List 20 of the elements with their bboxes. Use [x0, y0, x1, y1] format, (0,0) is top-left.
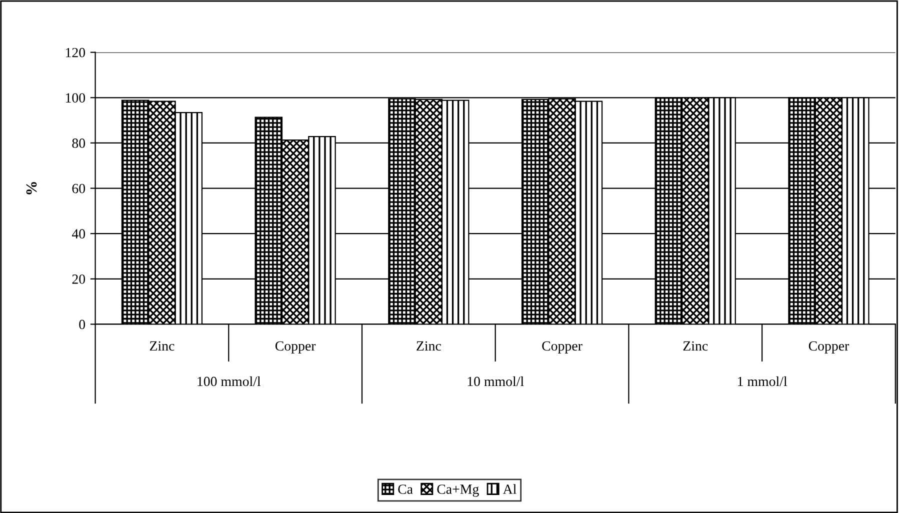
y-tick-label: 0 [79, 320, 86, 330]
x-tick-label: Zinc [150, 341, 174, 351]
y-tick-label: 20 [72, 274, 86, 284]
x-tick-label: Copper [542, 341, 582, 354]
legend-label: Ca+Mg [437, 484, 479, 497]
y-tick-label: 120 [66, 48, 86, 58]
legend-label: Al [502, 484, 516, 494]
y-axis-title: % [26, 182, 37, 194]
y-tick-label: 40 [72, 229, 86, 239]
y-tick-label: 80 [72, 138, 86, 148]
x-tick-label: Copper [275, 341, 316, 354]
y-tick-label: 100 [66, 93, 86, 103]
legend-label: Ca [398, 484, 413, 494]
text: 10 mmol/l [468, 376, 524, 386]
x-tick-label: Zinc [416, 341, 441, 351]
text: 1 mmol/l [738, 376, 788, 386]
y-tick-label: 60 [72, 184, 86, 194]
text: 100 mmol/l [198, 376, 261, 386]
x-tick-label: Copper [808, 341, 850, 354]
x-tick-label: Zinc [683, 341, 708, 351]
